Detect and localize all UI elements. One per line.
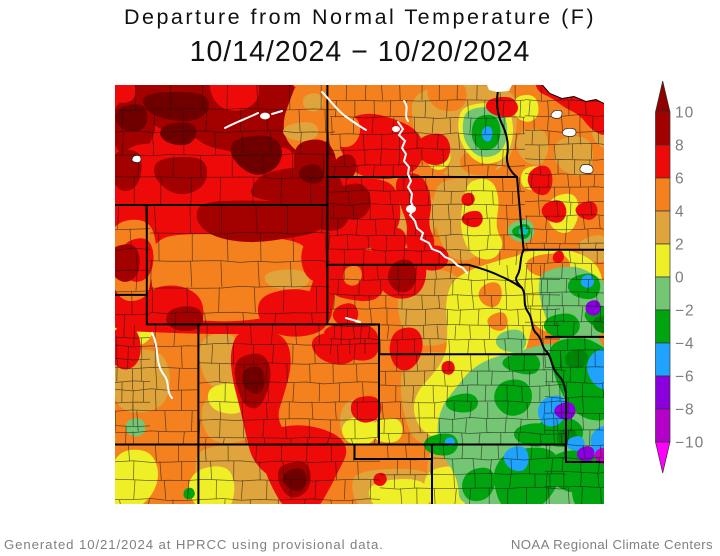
svg-text:8: 8: [675, 138, 685, 155]
svg-text:0: 0: [675, 270, 685, 287]
svg-text:−8: −8: [675, 402, 695, 419]
svg-text:−6: −6: [675, 369, 695, 386]
svg-text:10: 10: [675, 105, 694, 122]
svg-text:6: 6: [675, 171, 685, 188]
svg-text:−10: −10: [675, 435, 704, 452]
svg-text:−4: −4: [675, 336, 695, 353]
svg-text:−2: −2: [675, 303, 695, 320]
svg-text:4: 4: [675, 204, 685, 221]
svg-text:2: 2: [675, 237, 685, 254]
